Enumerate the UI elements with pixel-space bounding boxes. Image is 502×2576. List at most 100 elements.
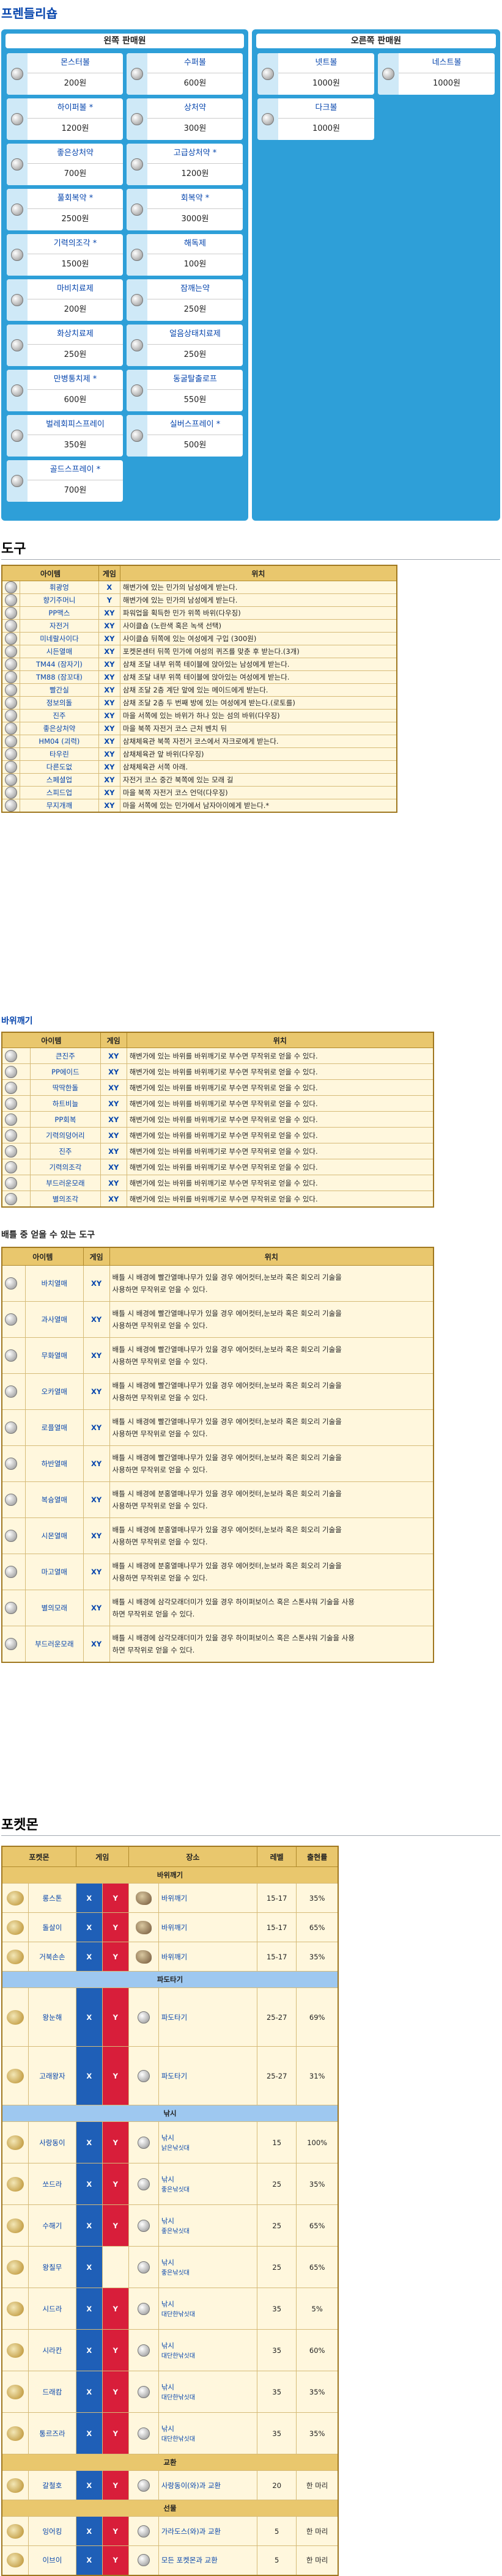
item-name[interactable]: 복슝열매	[25, 1481, 84, 1518]
pokemon-name[interactable]: 수해기	[28, 2204, 76, 2247]
item-name[interactable]: 스페셜업	[20, 773, 99, 787]
shop-item-name[interactable]: 벌레회피스프레이	[28, 415, 123, 435]
place-label[interactable]: 낚시	[161, 2175, 175, 2184]
shop-item-name[interactable]: 해독제	[147, 234, 243, 254]
place-label[interactable]: 낚시	[161, 2300, 175, 2308]
place-label[interactable]: 낚시	[161, 2217, 175, 2225]
item-name[interactable]: 향기주머니	[20, 593, 99, 607]
shop-item-name[interactable]: 다크볼	[278, 98, 374, 119]
shop-item-name[interactable]: 고급상처약 *	[147, 144, 243, 164]
item-name[interactable]: HM04 (괴력)	[20, 735, 99, 748]
item-name[interactable]: 기력의조각	[30, 1159, 101, 1175]
pokemon-name[interactable]: 왕칠무	[28, 2246, 76, 2288]
shop-item-name[interactable]: 얼음상태치료제	[147, 325, 243, 345]
pokemon-name[interactable]: 사랑동이	[28, 2121, 76, 2163]
place-label[interactable]: 바위깨기	[161, 1893, 188, 1903]
item-name[interactable]: PP맥스	[20, 606, 99, 620]
item-name[interactable]: 하트비늘	[30, 1095, 101, 1112]
place-label[interactable]: 낚시	[161, 2383, 175, 2391]
pokemon-name[interactable]: 갈철호	[28, 2470, 76, 2500]
item-name[interactable]: 하반열매	[25, 1445, 84, 1482]
item-name[interactable]: 스피드업	[20, 786, 99, 799]
place-label[interactable]: 낚시	[161, 2258, 175, 2267]
item-name[interactable]: 진주	[30, 1143, 101, 1159]
place-label[interactable]: 파도타기	[161, 2071, 188, 2080]
item-name[interactable]: 로플열매	[25, 1409, 84, 1446]
item-name[interactable]: PP회복	[30, 1111, 101, 1128]
place-label[interactable]: 낚시	[161, 2134, 175, 2142]
pokemon-name[interactable]: 시드라	[28, 2288, 76, 2330]
item-name[interactable]: 기력의덩어리	[30, 1127, 101, 1143]
pokemon-name[interactable]: 고래왕자	[28, 2046, 76, 2105]
place-label[interactable]: 바위깨기	[161, 1952, 188, 1961]
item-name[interactable]: 큰진주	[30, 1048, 101, 1064]
place-sub[interactable]: 대단한낚싯대	[161, 2353, 196, 2360]
shop-item-name[interactable]: 골드스프레이 *	[28, 460, 123, 480]
shop-item-name[interactable]: 잠깨는약	[147, 279, 243, 299]
shop-item-name[interactable]: 만병통치제 *	[28, 370, 123, 390]
item-name[interactable]: 무화열매	[25, 1337, 84, 1374]
shop-item-name[interactable]: 몬스터볼	[28, 53, 123, 73]
place-label[interactable]: 파도타기	[161, 2013, 188, 2022]
shop-item-name[interactable]: 실버스프레이 *	[147, 415, 243, 435]
pokemon-name[interactable]: 시라칸	[28, 2329, 76, 2371]
place-sub[interactable]: 좋은낚싯대	[161, 2270, 190, 2277]
item-name[interactable]: 시든열매	[20, 645, 99, 658]
pokemon-name[interactable]: 거북손손	[28, 1942, 76, 1972]
pokemon-name[interactable]: 드래캄	[28, 2371, 76, 2413]
item-name[interactable]: 별의모래	[25, 1590, 84, 1626]
place-label[interactable]: 낚시	[161, 2424, 175, 2433]
item-name[interactable]: 정보의돌	[20, 696, 99, 710]
shop-item-name[interactable]: 좋은상처약	[28, 144, 123, 164]
item-name[interactable]: 무지개깨	[20, 799, 99, 813]
pokemon-name[interactable]: 롱스톤	[28, 1883, 76, 1913]
shop-item-name[interactable]: 회복약 *	[147, 189, 243, 209]
item-name[interactable]: 자전거	[20, 619, 99, 633]
place-sub[interactable]: 대단한낚싯대	[161, 2394, 196, 2401]
place-label[interactable]: 낚시	[161, 2341, 175, 2350]
item-name[interactable]: 좋은상처약	[20, 722, 99, 735]
item-name[interactable]: 미네랄사이다	[20, 632, 99, 645]
place-label[interactable]: 모든 포켓몬과 교환	[161, 2556, 218, 2565]
item-name[interactable]: 진주	[20, 709, 99, 722]
place-label[interactable]: 가라도스(와)과 교환	[161, 2526, 221, 2536]
item-name[interactable]: TM44 (잠자기)	[20, 658, 99, 671]
shop-item-name[interactable]: 동굴탈출로프	[147, 370, 243, 390]
item-name[interactable]: 휘광엉	[20, 581, 99, 594]
item-name[interactable]: 다른도없	[20, 760, 99, 774]
place-sub[interactable]: 좋은낚싯대	[161, 2187, 190, 2193]
pokemon-name[interactable]: 왕눈해	[28, 1987, 76, 2047]
shop-item-name[interactable]: 하이퍼볼 *	[28, 98, 123, 119]
shop-item-name[interactable]: 풀회복약 *	[28, 189, 123, 209]
place-sub[interactable]: 낡은낚싯대	[161, 2145, 190, 2152]
item-name[interactable]: 타우린	[20, 747, 99, 761]
pokemon-name[interactable]: 쏘드라	[28, 2163, 76, 2205]
shop-item-name[interactable]: 넷트볼	[278, 53, 374, 73]
item-name[interactable]: 별의조각	[30, 1191, 101, 1208]
item-name[interactable]: 딱딱한돌	[30, 1079, 101, 1096]
shop-item-name[interactable]: 상처약	[147, 98, 243, 119]
shop-item-name[interactable]: 네스트볼	[399, 53, 495, 73]
item-name[interactable]: 시몬열매	[25, 1517, 84, 1554]
place-label[interactable]: 사랑동이(와)과 교환	[161, 2481, 221, 2490]
pokemon-name[interactable]: 통르즈라	[28, 2412, 76, 2454]
shop-item-name[interactable]: 수퍼볼	[147, 53, 243, 73]
item-name[interactable]: 바치열매	[25, 1265, 84, 1302]
place-sub[interactable]: 대단한낚싯대	[161, 2436, 196, 2443]
pokemon-name[interactable]: 잉어킹	[28, 2516, 76, 2546]
item-name[interactable]: 과사열매	[25, 1301, 84, 1338]
pokemon-name[interactable]: 돌살이	[28, 1912, 76, 1942]
item-name[interactable]: 오카열매	[25, 1373, 84, 1410]
item-name[interactable]: 빨간실	[20, 683, 99, 697]
shop-item-name[interactable]: 기력의조각 *	[28, 234, 123, 254]
place-sub[interactable]: 대단한낚싯대	[161, 2311, 196, 2318]
shop-item-name[interactable]: 마비치료제	[28, 279, 123, 299]
shop-item-name[interactable]: 화상치료제	[28, 325, 123, 345]
item-name[interactable]: PP에이드	[30, 1063, 101, 1080]
item-name[interactable]: 부드러운모래	[30, 1175, 101, 1191]
place-sub[interactable]: 좋은낚싯대	[161, 2228, 190, 2235]
place-label[interactable]: 바위깨기	[161, 1923, 188, 1932]
item-name[interactable]: TM88 (잠꼬대)	[20, 670, 99, 684]
pokemon-name[interactable]: 이브이	[28, 2545, 76, 2575]
item-name[interactable]: 마고열매	[25, 1554, 84, 1590]
